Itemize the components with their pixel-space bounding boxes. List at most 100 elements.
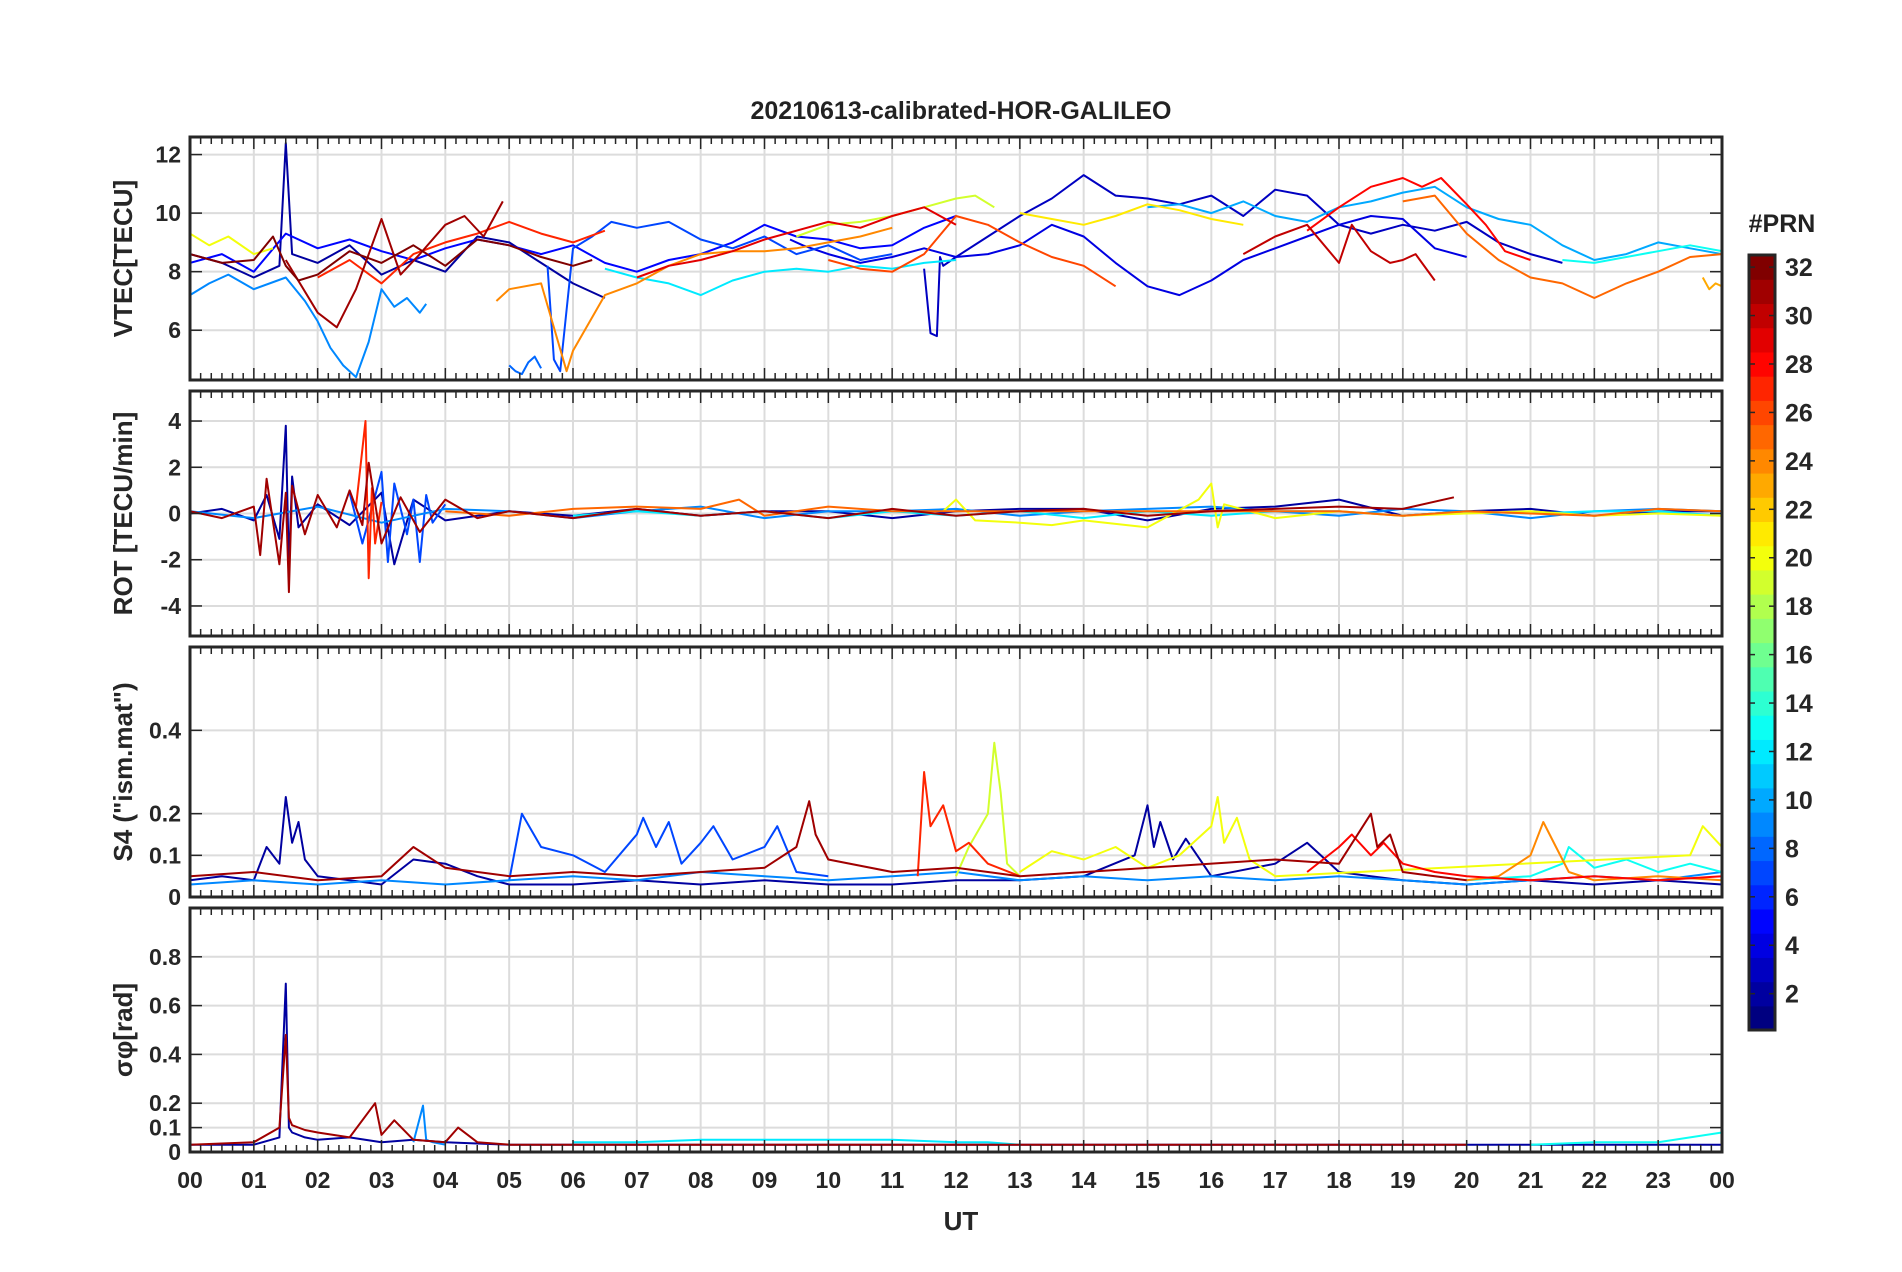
axes-frame: [188, 906, 1724, 1154]
colorbar-tick-label: 20: [1785, 545, 1813, 573]
colorbar-tick-label: 30: [1785, 303, 1813, 331]
y-axis-label: ROT [TECU/min]: [108, 412, 138, 616]
series-prn-27: [355, 420, 383, 580]
series-prn-32: [190, 235, 593, 282]
series-prn-13: [1530, 1131, 1722, 1146]
x-tick-label: 23: [1645, 1167, 1671, 1193]
colorbar-label: #PRN: [1749, 210, 1816, 238]
y-tick-label: 0.2: [149, 1090, 181, 1116]
series-prn-29: [636, 206, 957, 279]
series-prn-25: [1402, 194, 1722, 299]
axes-frame: [188, 389, 1724, 638]
axes-frame: [188, 645, 1724, 899]
series-prn-19: [955, 741, 1021, 877]
series-prn-5: [190, 215, 957, 273]
series-prn-31: [190, 461, 1455, 594]
series-prn-7: [348, 470, 447, 563]
y-axis-label: σφ[rad]: [108, 983, 138, 1077]
series-prn-27: [317, 220, 606, 285]
x-tick-label: 03: [369, 1167, 395, 1193]
y-tick-label: 0.6: [149, 993, 181, 1019]
series-prn-13: [1562, 244, 1722, 264]
series-prn-31: [284, 200, 504, 329]
panel-1: 6 8 10 12 VTEC[TECU]: [108, 135, 1724, 382]
y-tick-label: 4: [168, 408, 181, 434]
series-prn-7: [546, 220, 893, 373]
series-group: [190, 982, 1722, 1146]
series-group: [190, 741, 1722, 886]
y-tick-label: 0.1: [149, 842, 181, 868]
colorbar-tick-label: 28: [1785, 351, 1813, 379]
panels: 6 8 10 12 VTEC[TECU] -4 -2 02 4 ROT [TECU/min] 0 0.…: [108, 135, 1735, 1193]
x-tick-label: 00: [1709, 1167, 1735, 1193]
x-tick-label: 10: [816, 1167, 842, 1193]
x-tick-label: 12: [943, 1167, 969, 1193]
x-tick-label: 00: [177, 1167, 203, 1193]
series-prn-31: [190, 1033, 1467, 1146]
series-prn-9: [412, 1104, 446, 1146]
x-tick-label: 01: [241, 1167, 267, 1193]
y-tick-label: 8: [168, 259, 181, 285]
colorbar-segment: [1749, 1005, 1775, 1031]
y-tick-label: 0.1: [149, 1115, 181, 1141]
colorbar-segment: [1749, 279, 1775, 305]
x-tick-label: 04: [433, 1167, 459, 1193]
colorbar-frame: [1747, 253, 1777, 1032]
series-prn-27: [916, 771, 1021, 878]
series-prn-12: [573, 1138, 1020, 1146]
colorbar-segment: [1749, 763, 1775, 789]
series-group: [190, 141, 1722, 379]
x-axis-label: UT: [944, 1206, 979, 1236]
y-tick-label: 0: [168, 501, 181, 527]
x-tick-label: 19: [1390, 1167, 1416, 1193]
y-tick-label: 6: [168, 317, 181, 343]
series-prn-9: [190, 273, 428, 379]
x-tick-label: 21: [1518, 1167, 1544, 1193]
series-prn-28: [1306, 833, 1722, 882]
series-prn-13: [1466, 846, 1722, 882]
y-tick-label: 10: [155, 200, 181, 226]
x-tick-label: 22: [1582, 1167, 1608, 1193]
panel-3: 0 0.1 0.2 0.4 S4 ("ism.mat"): [108, 645, 1724, 910]
colorbar-tick-label: 4: [1785, 932, 1799, 960]
series-prn-20: [942, 482, 1722, 529]
x-tick-label: 02: [305, 1167, 331, 1193]
series-prn-8: [508, 355, 542, 376]
colorbar-tick-label: 12: [1785, 738, 1813, 766]
y-tick-label: 0.4: [149, 1041, 181, 1067]
colorbar-tick-label: 10: [1785, 787, 1813, 815]
series-prn-7: [508, 812, 829, 881]
y-tick-label: -2: [161, 547, 181, 573]
series-prn-31: [190, 800, 1467, 882]
colorbar-segment: [1749, 472, 1775, 498]
colorbar-segment: [1749, 666, 1775, 692]
colorbar-segment: [1749, 860, 1775, 886]
y-tick-label: 0.2: [149, 801, 181, 827]
x-tick-label: 11: [880, 1167, 905, 1193]
x-tick-label: 06: [560, 1167, 586, 1193]
panel-4: 00.10.2 0.4 0.6 0.8 σφ[rad] 00 01 02 03 04 05 06 07 0…: [108, 906, 1735, 1193]
y-tick-label: 12: [155, 142, 181, 168]
series-prn-20: [1019, 796, 1722, 878]
x-tick-label: 07: [624, 1167, 650, 1193]
colorbar-segment: [1749, 569, 1775, 595]
x-tick-label: 16: [1199, 1167, 1225, 1193]
colorbar-tick-label: 18: [1785, 593, 1813, 621]
series-prn-23: [1701, 277, 1722, 291]
series-prn-4: [789, 215, 1467, 297]
y-tick-label: 0.8: [149, 944, 181, 970]
y-tick-label: -4: [161, 593, 182, 619]
x-tick-label: 09: [752, 1167, 778, 1193]
y-axis-label: S4 ("ism.mat"): [108, 682, 138, 861]
colorbar-segment: [1749, 957, 1775, 983]
colorbar-tick-label: 6: [1785, 884, 1799, 912]
x-tick-label: 13: [1007, 1167, 1033, 1193]
colorbar-tick-label: 26: [1785, 399, 1813, 427]
colorbar-segment: [1749, 521, 1775, 547]
x-tick-label: 14: [1071, 1167, 1097, 1193]
y-axis-label: VTEC[TECU]: [108, 180, 138, 337]
series-prn-2: [190, 141, 606, 299]
colorbar-tick-label: 2: [1785, 981, 1799, 1009]
